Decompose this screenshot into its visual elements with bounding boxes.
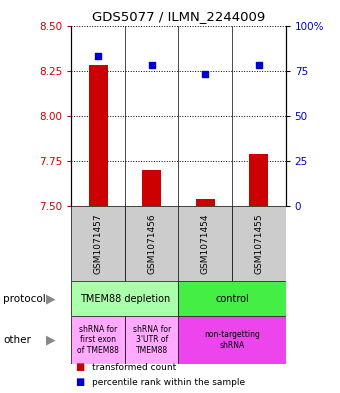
Bar — [142, 170, 161, 206]
Bar — [178, 281, 286, 316]
Text: protocol: protocol — [3, 294, 46, 304]
Text: GSM1071456: GSM1071456 — [147, 213, 156, 274]
Point — [256, 62, 261, 68]
Bar — [125, 316, 178, 364]
Text: ■: ■ — [75, 377, 84, 387]
Text: shRNA for
3'UTR of
TMEM88: shRNA for 3'UTR of TMEM88 — [133, 325, 171, 355]
Bar — [250, 154, 268, 206]
Text: GSM1071457: GSM1071457 — [94, 213, 103, 274]
Point — [149, 62, 154, 68]
Bar — [71, 281, 178, 316]
Text: GSM1071454: GSM1071454 — [201, 213, 210, 274]
Text: GSM1071455: GSM1071455 — [254, 213, 263, 274]
Text: non-targetting
shRNA: non-targetting shRNA — [204, 330, 260, 350]
Text: percentile rank within the sample: percentile rank within the sample — [92, 378, 245, 387]
Bar — [178, 206, 232, 281]
Bar — [71, 206, 125, 281]
Text: transformed count: transformed count — [92, 363, 176, 372]
Bar — [71, 316, 125, 364]
Bar — [196, 199, 215, 206]
Title: GDS5077 / ILMN_2244009: GDS5077 / ILMN_2244009 — [92, 10, 265, 23]
Bar — [178, 316, 286, 364]
Text: control: control — [215, 294, 249, 304]
Text: other: other — [3, 335, 31, 345]
Text: ▶: ▶ — [46, 333, 56, 347]
Text: ■: ■ — [75, 362, 84, 373]
Text: ▶: ▶ — [46, 292, 56, 305]
Bar — [232, 206, 286, 281]
Point — [203, 71, 208, 77]
Bar — [125, 206, 178, 281]
Point — [96, 53, 101, 59]
Text: TMEM88 depletion: TMEM88 depletion — [80, 294, 170, 304]
Bar — [89, 65, 107, 206]
Text: shRNA for
first exon
of TMEM88: shRNA for first exon of TMEM88 — [77, 325, 119, 355]
